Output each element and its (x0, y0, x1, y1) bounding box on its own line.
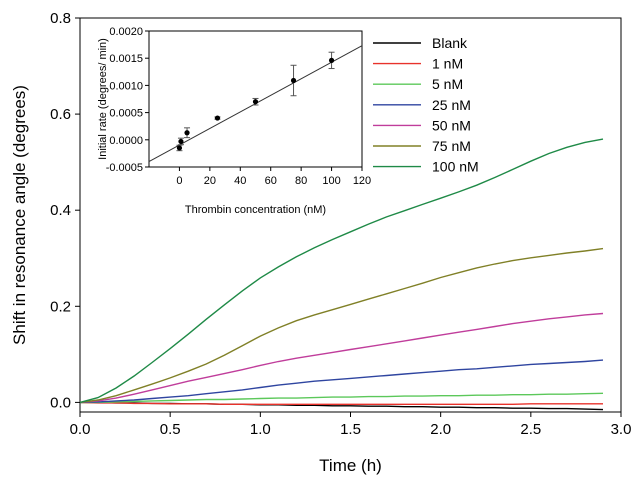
inset-data-point (176, 145, 183, 151)
inset-x-tick-label: 0 (176, 175, 182, 187)
series-line-50-nm (79, 312, 604, 404)
inset-y-tick-label: 0.0000 (109, 135, 143, 147)
inset-y-ticks: -0.0005 0.0000 0.0005 0.0010 0.0015 0.0020 (106, 26, 149, 174)
inset-points-group (176, 51, 335, 152)
legend-label: 5 nM (432, 76, 463, 92)
main-y-tick-label: 0.0 (50, 394, 71, 411)
legend-label: Blank (432, 35, 468, 51)
inset-data-point (252, 99, 259, 105)
inset-x-tick-label: 20 (204, 175, 216, 187)
main-y-tick-label: 0.2 (50, 298, 71, 315)
main-y-tick-label: 0.4 (50, 202, 71, 219)
legend-label: 1 nM (432, 56, 463, 72)
inset-x-tick-label: 80 (295, 175, 307, 187)
legend-label: 75 nM (432, 138, 471, 154)
legend-label: 100 nM (432, 159, 479, 175)
main-x-tick-label: 2.0 (430, 421, 451, 438)
inset-x-axis-title: Thrombin concentration (nM) (185, 204, 326, 216)
inset-y-tick-label: 0.0020 (109, 26, 143, 38)
inset-x-tick-label: 120 (353, 175, 371, 187)
main-x-tick-label: 1.5 (340, 421, 361, 438)
main-x-tick-label: 2.5 (520, 421, 541, 438)
series-line-100-nm (79, 138, 604, 404)
series-line-5-nm (80, 392, 604, 404)
inset-x-tick-label: 100 (322, 175, 340, 187)
inset-chart: 0 20 40 60 80 100 120 -0.0005 0.0000 0.0005 0.001… (97, 26, 371, 216)
legend: Blank 1 nM 5 nM 25 nM 50 nM 75 nM 100 nM (373, 35, 479, 175)
inset-x-ticks: 0 20 40 60 80 100 120 (176, 167, 371, 187)
main-x-ticks: 0.0 0.5 1.0 1.5 2.0 2.5 3.0 (70, 412, 632, 438)
inset-y-tick-label: 0.0015 (109, 53, 143, 65)
inset-data-point (328, 57, 335, 63)
series-line-75-nm (79, 247, 604, 404)
inset-y-tick-label: 0.0010 (109, 80, 143, 92)
legend-label: 25 nM (432, 97, 471, 113)
main-series-group (79, 138, 604, 411)
series-line-25-nm (79, 359, 604, 404)
inset-data-point (178, 138, 184, 145)
main-chart: 0.0 0.5 1.0 1.5 2.0 2.5 3.0 0.0 0.2 0.4 0.6 0.8 Ti… (10, 10, 631, 475)
inset-x-tick-label: 60 (265, 175, 277, 187)
main-x-axis-title: Time (h) (319, 456, 382, 475)
inset-y-tick-label: -0.0005 (106, 162, 143, 174)
inset-x-tick-label: 40 (234, 175, 246, 187)
main-y-ticks: 0.0 0.2 0.4 0.6 0.8 (50, 10, 80, 411)
main-x-tick-label: 0.0 (70, 421, 91, 438)
main-y-axis-title: Shift in resonance angle (degrees) (10, 85, 29, 345)
legend-label: 50 nM (432, 117, 471, 133)
inset-data-point (214, 115, 221, 121)
main-x-tick-label: 1.0 (250, 421, 271, 438)
main-y-tick-label: 0.6 (50, 106, 71, 123)
inset-y-tick-label: 0.0005 (109, 108, 143, 120)
main-y-tick-label: 0.8 (50, 10, 71, 27)
main-x-tick-label: 0.5 (160, 421, 181, 438)
main-x-tick-label: 3.0 (611, 421, 632, 438)
inset-y-axis-title: Initial rate (degrees/ min) (97, 38, 109, 160)
inset-data-point (184, 130, 190, 136)
series-line-1-nm (79, 401, 603, 405)
inset-data-point (290, 77, 297, 84)
